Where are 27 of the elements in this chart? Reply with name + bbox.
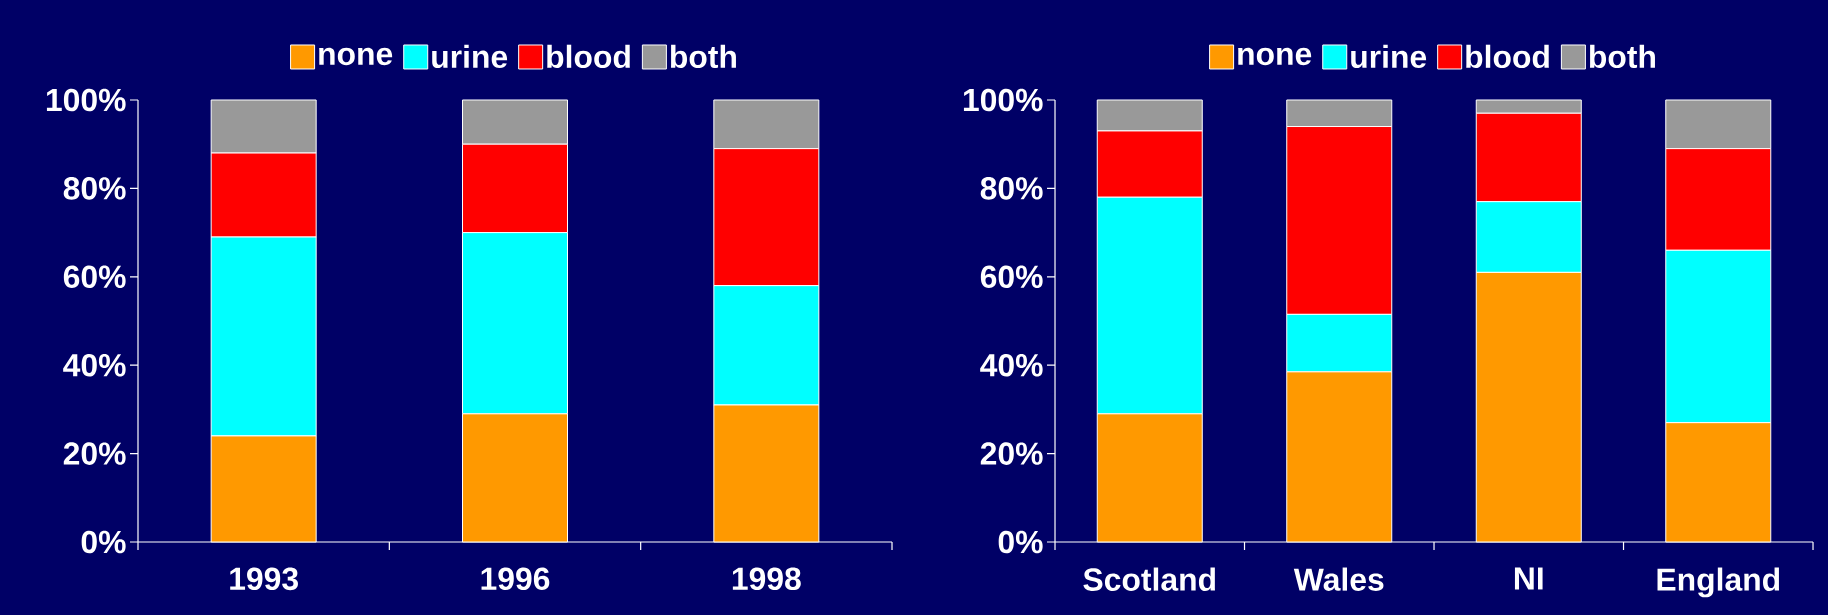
y-tick-label: 20% (980, 442, 1043, 465)
x-tick-label: Wales (1293, 567, 1384, 591)
y-tick-label: 80% (63, 177, 126, 200)
legend-label: both (670, 44, 736, 69)
y-tick-label: 40% (980, 353, 1043, 377)
y-tick-label: 0% (81, 530, 126, 554)
legend-label: none (319, 47, 393, 66)
x-tick-label: 1998 (732, 567, 801, 591)
y-tick-label: 60% (63, 265, 126, 289)
legend-label: urine (1351, 44, 1427, 69)
legend-label: urine (432, 44, 508, 69)
y-tick-label: 100% (963, 88, 1043, 112)
legend-label: both (1589, 44, 1655, 69)
legend-label: blood (547, 44, 630, 69)
x-tick-label: England (1657, 567, 1780, 598)
y-tick-label: 100% (46, 88, 126, 112)
legend-label: none (1238, 47, 1312, 66)
x-tick-label: Scotland (1083, 567, 1215, 591)
y-tick-label: 40% (63, 353, 126, 377)
y-tick-label: 80% (980, 177, 1043, 200)
legend-label: blood (1466, 44, 1549, 69)
x-tick-label: NI (1514, 567, 1543, 590)
x-tick-label: 1993 (230, 567, 298, 591)
x-tick-label: 1996 (481, 567, 550, 591)
y-tick-label: 20% (63, 442, 126, 465)
y-tick-label: 60% (980, 265, 1043, 289)
y-tick-label: 0% (998, 530, 1043, 554)
